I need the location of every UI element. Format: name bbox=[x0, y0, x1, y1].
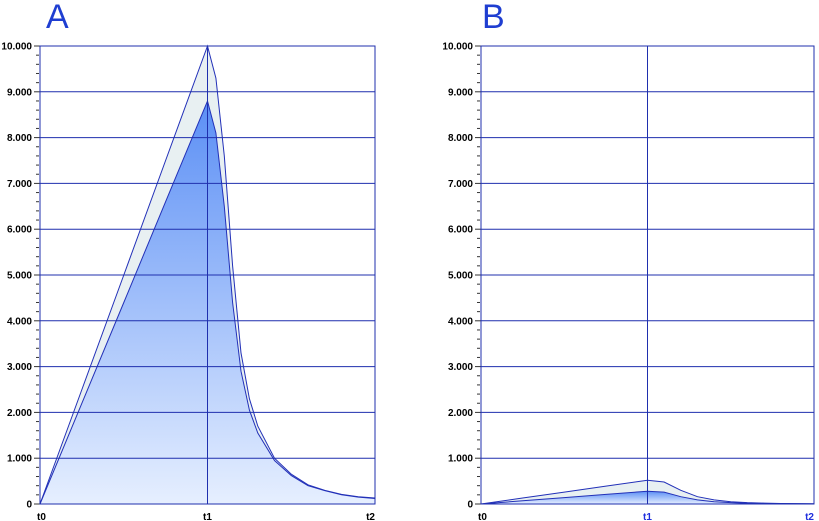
y-tick-label: 1.000 bbox=[448, 454, 473, 465]
y-tick-label: 10.000 bbox=[442, 42, 473, 53]
y-tick-label: 7.000 bbox=[7, 179, 32, 190]
filled-line bbox=[39, 99, 376, 505]
y-tick-label: 6.000 bbox=[448, 225, 473, 236]
y-tick-label: 0 bbox=[467, 500, 473, 511]
x-tick-label: t0 bbox=[37, 512, 46, 521]
plot-frame bbox=[480, 45, 815, 505]
y-tick-label: 7.000 bbox=[448, 179, 473, 190]
plot-frame bbox=[39, 45, 376, 505]
y-tick-label: 1.000 bbox=[7, 454, 32, 465]
x-tick-label: t1 bbox=[643, 512, 652, 521]
panel-letter-b: B bbox=[482, 0, 505, 36]
y-tick-label: 5.000 bbox=[7, 271, 32, 282]
x-tick-label: t2 bbox=[366, 512, 375, 521]
y-tick-label: 9.000 bbox=[448, 87, 473, 98]
y-tick-label: 4.000 bbox=[7, 316, 32, 327]
y-tick-label: 8.000 bbox=[7, 133, 32, 144]
y-tick-label: 5.000 bbox=[448, 271, 473, 282]
chart-panel-b: 0 1.000 2.000 3.000 4.000 5.000 6.000 7.000 8.00… bbox=[442, 42, 815, 521]
chart-panel-a: 0 1.000 2.000 3.000 4.000 5.000 6.000 7.000 8.00… bbox=[1, 42, 376, 521]
y-tick-label: 2.000 bbox=[7, 408, 32, 419]
y-tick-label: 10.000 bbox=[1, 42, 32, 53]
y-tick-label: 0 bbox=[26, 500, 32, 511]
x-tick-label: t1 bbox=[203, 512, 212, 521]
y-tick-label: 4.000 bbox=[448, 316, 473, 327]
y-tick-label: 9.000 bbox=[7, 87, 32, 98]
y-tick-label: 6.000 bbox=[7, 225, 32, 236]
x-tick-label: t0 bbox=[478, 512, 487, 521]
x-tick-label: t2 bbox=[805, 512, 814, 521]
y-tick-label: 3.000 bbox=[7, 362, 32, 373]
y-tick-label: 3.000 bbox=[448, 362, 473, 373]
panel-letter-a: A bbox=[46, 0, 69, 36]
y-tick-label: 8.000 bbox=[448, 133, 473, 144]
y-tick-label: 2.000 bbox=[448, 408, 473, 419]
